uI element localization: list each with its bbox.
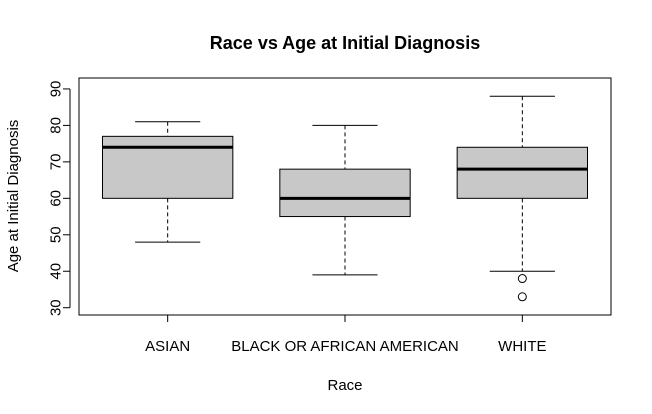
x-tick-label: ASIAN xyxy=(145,338,190,355)
x-axis-label: Race xyxy=(327,377,362,394)
y-tick-label: 60 xyxy=(48,190,65,207)
iqr-box xyxy=(279,168,411,218)
box-white xyxy=(456,95,589,302)
y-tick-label: 70 xyxy=(48,154,65,171)
x-axis: ASIAN BLACK OR AFRICAN AMERICAN WHITE xyxy=(145,314,546,355)
outlier-point xyxy=(517,274,527,284)
y-axis-label: Age at Initial Diagnosis xyxy=(5,120,22,273)
y-tick-label: 80 xyxy=(48,117,65,134)
y-tick-label: 40 xyxy=(48,263,65,280)
box-black-or-african-american xyxy=(279,124,411,276)
boxes xyxy=(101,95,589,302)
x-tick-label: WHITE xyxy=(498,338,546,355)
iqr-box xyxy=(456,146,589,199)
outlier-point xyxy=(517,292,527,302)
y-tick-label: 90 xyxy=(48,81,65,98)
x-tick-label: BLACK OR AFRICAN AMERICAN xyxy=(231,338,459,355)
chart-title: Race vs Age at Initial Diagnosis xyxy=(210,33,480,53)
y-axis: 30 40 50 60 70 80 90 xyxy=(48,81,71,316)
box-asian xyxy=(101,121,234,243)
y-tick-label: 50 xyxy=(48,226,65,243)
iqr-box xyxy=(101,135,234,199)
y-tick-label: 30 xyxy=(48,299,65,316)
